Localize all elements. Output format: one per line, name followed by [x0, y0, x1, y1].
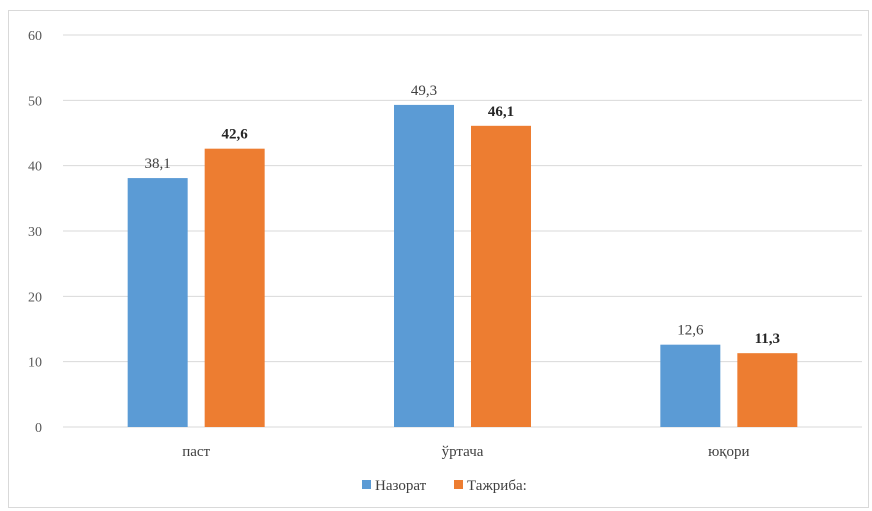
y-tick-label: 30 — [28, 225, 42, 240]
data-label: 11,3 — [755, 331, 780, 347]
data-label: 38,1 — [145, 156, 171, 172]
category-label: юқори — [708, 444, 750, 460]
category-label: ўртача — [442, 444, 484, 460]
data-label: 42,6 — [222, 127, 249, 143]
category-label: паст — [182, 444, 210, 460]
category-labels: паст ўртача юқори — [182, 444, 749, 460]
legend: Назорат Тажриба: — [362, 478, 527, 494]
y-tick-label: 40 — [28, 160, 42, 175]
bar — [204, 148, 265, 427]
y-tick-label: 10 — [28, 356, 42, 371]
y-tick-label: 60 — [28, 29, 42, 44]
legend-swatch — [454, 480, 463, 489]
data-label: 49,3 — [411, 83, 437, 99]
data-label: 12,6 — [677, 323, 704, 339]
bar — [127, 178, 188, 427]
bar — [394, 104, 454, 427]
bar — [660, 344, 721, 427]
y-tick-label: 50 — [28, 94, 42, 109]
y-tick-label: 0 — [35, 421, 42, 436]
data-label: 46,1 — [488, 104, 514, 120]
data-labels: 38,1 42,6 49,3 46,1 12,6 11,3 — [145, 83, 781, 347]
y-tick-label: 20 — [28, 290, 42, 305]
bars — [127, 104, 798, 428]
legend-label: Назорат — [375, 478, 427, 494]
bar — [471, 125, 531, 428]
bar — [737, 353, 798, 427]
y-axis-ticks: 0 10 20 30 40 50 60 — [28, 29, 42, 436]
legend-swatch — [362, 480, 371, 489]
legend-label: Тажриба: — [467, 478, 527, 494]
gridlines — [63, 34, 862, 428]
